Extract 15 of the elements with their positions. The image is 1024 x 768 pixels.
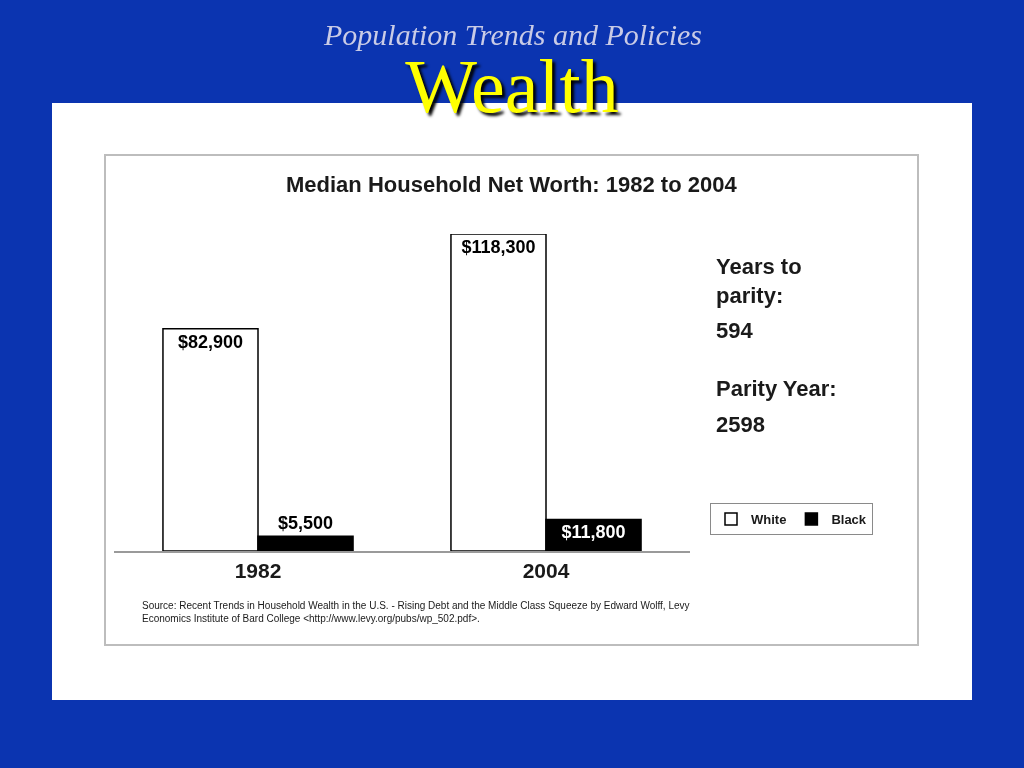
text: Population Trends and Policies — [323, 18, 703, 51]
data-label: $11,800 — [561, 522, 626, 543]
x-tick-label: 2004 — [522, 559, 570, 583]
text: 594 — [716, 318, 754, 343]
data-label: $82,900 — [177, 331, 244, 352]
data-label: $5,500 — [277, 513, 334, 534]
data-label: $118,300 — [461, 237, 536, 257]
text: Parity Year: — [716, 376, 837, 401]
x-tick-label: 1982 — [234, 559, 282, 583]
legend-label: White — [751, 512, 787, 528]
legend-label: Black — [831, 512, 867, 528]
chart-subtitle: Median Household Net Worth: 1982 to 2004 — [286, 172, 738, 197]
text: 2598 — [716, 412, 765, 437]
text: Years to parity: — [716, 254, 802, 308]
source-note: Source: Recent Trends in Household Wealth in the U.S. - Rising Debt and the Middle Class Squeeze by Edward Wolff, Levy Economics Institute of Bard College <http://www.levy.org/pubs/wp_502.pdf>. — [142, 600, 690, 624]
